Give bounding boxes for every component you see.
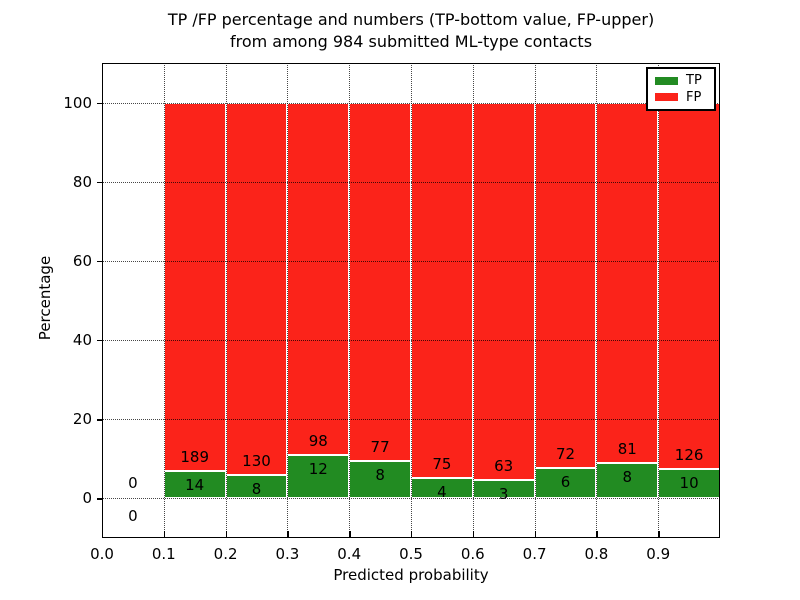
x-tick-mark: [658, 531, 660, 537]
y-tick-label: 0: [82, 489, 92, 508]
x-tick-mark: [411, 531, 413, 537]
v-gridline: [287, 63, 289, 538]
v-gridline: [411, 63, 412, 538]
fp-count-label: 77: [370, 438, 390, 457]
tp-bar-segment: [596, 462, 659, 499]
y-tick-mark: [97, 260, 102, 263]
fp-bar-segment: [534, 102, 597, 468]
tp-bar-segment: [534, 467, 597, 499]
y-tick-label: 100: [63, 93, 92, 112]
tp-bar-segment: [287, 455, 350, 499]
x-tick-label: 0.5: [399, 545, 423, 563]
fp-bar-segment: [658, 102, 720, 470]
legend-label-fp: FP: [686, 89, 702, 105]
fp-bar-segment: [349, 102, 411, 462]
x-axis-label: Predicted probability: [333, 566, 489, 584]
v-gridline: [163, 63, 165, 538]
fp-count-label: 98: [308, 432, 328, 451]
fp-bar-segment: [163, 102, 226, 472]
x-tick-label: 0.0: [90, 545, 114, 563]
x-tick-mark: [472, 531, 475, 537]
x-tick-mark: [225, 531, 227, 537]
tp-count-label: 8: [375, 466, 385, 485]
x-tick-mark: [102, 531, 104, 537]
legend-entry-fp: FP: [655, 91, 707, 104]
fp-count-label: 130: [242, 452, 271, 471]
x-tick-mark: [349, 531, 351, 537]
fp-bar-segment: [472, 102, 535, 481]
tp-count-label: 8: [251, 480, 262, 499]
y-tick-mark: [97, 340, 102, 342]
legend-label-tp: TP: [686, 73, 702, 89]
x-tick-label: 0.4: [337, 545, 362, 563]
x-tick-label: 0.1: [151, 545, 176, 563]
x-tick-label: 0.6: [460, 545, 485, 563]
fp-bar-segment: [411, 102, 473, 479]
legend: TP FP: [646, 67, 716, 111]
tp-count-label: 3: [498, 485, 509, 504]
v-gridline: [349, 63, 351, 538]
x-tick-label: 0.2: [213, 545, 238, 563]
x-tick-label: 0.3: [275, 545, 300, 563]
tp-count-label: 4: [437, 483, 447, 502]
x-tick-mark: [596, 531, 598, 537]
y-tick-label: 20: [72, 410, 92, 429]
chart-title-line2: from among 984 submitted ML-type contact…: [229, 32, 593, 51]
x-tick-label: 0.8: [584, 545, 609, 563]
fp-bar-segment: [287, 102, 350, 456]
tp-color-swatch-icon: [655, 76, 678, 85]
tp-count-label: 6: [560, 472, 571, 491]
y-tick-label: 60: [72, 251, 92, 270]
chart-title-line1: TP /FP percentage and numbers (TP-bottom…: [167, 10, 655, 29]
tp-bar-segment: [658, 469, 720, 499]
v-gridline: [596, 63, 598, 538]
fp-color-swatch-icon: [655, 93, 678, 102]
v-gridline: [658, 63, 660, 538]
y-tick-mark: [97, 498, 102, 500]
fp-count-label: 0: [128, 474, 138, 493]
fp-count-label: 72: [555, 444, 576, 463]
chart-title: TP /FP percentage and numbers (TP-bottom…: [102, 9, 720, 53]
fp-count-label: 81: [617, 439, 637, 458]
tp-count-label: 0: [128, 507, 138, 526]
fp-bar-segment: [596, 102, 659, 463]
legend-entry-tp: TP: [655, 74, 707, 87]
fp-count-label: 189: [180, 448, 210, 467]
x-tick-mark: [287, 531, 289, 537]
x-tick-mark: [163, 531, 166, 537]
fp-count-label: 63: [494, 457, 514, 476]
v-gridline: [534, 63, 536, 538]
y-tick-mark: [97, 419, 102, 421]
v-gridline: [225, 63, 227, 538]
tp-count-label: 10: [679, 474, 699, 493]
tp-count-label: 14: [185, 476, 205, 495]
tp-count-label: 8: [622, 467, 633, 486]
x-tick-label: 0.7: [522, 545, 547, 563]
y-tick-mark: [97, 102, 102, 104]
x-tick-label: 0.9: [646, 545, 671, 563]
y-tick-mark: [97, 181, 102, 184]
y-tick-label: 80: [72, 172, 92, 191]
y-tick-label: 40: [72, 331, 92, 350]
fp-count-label: 75: [432, 455, 452, 474]
tp-count-label: 12: [308, 460, 328, 479]
x-tick-mark: [534, 531, 536, 537]
fp-count-label: 126: [674, 446, 704, 465]
v-gridline: [472, 63, 474, 538]
